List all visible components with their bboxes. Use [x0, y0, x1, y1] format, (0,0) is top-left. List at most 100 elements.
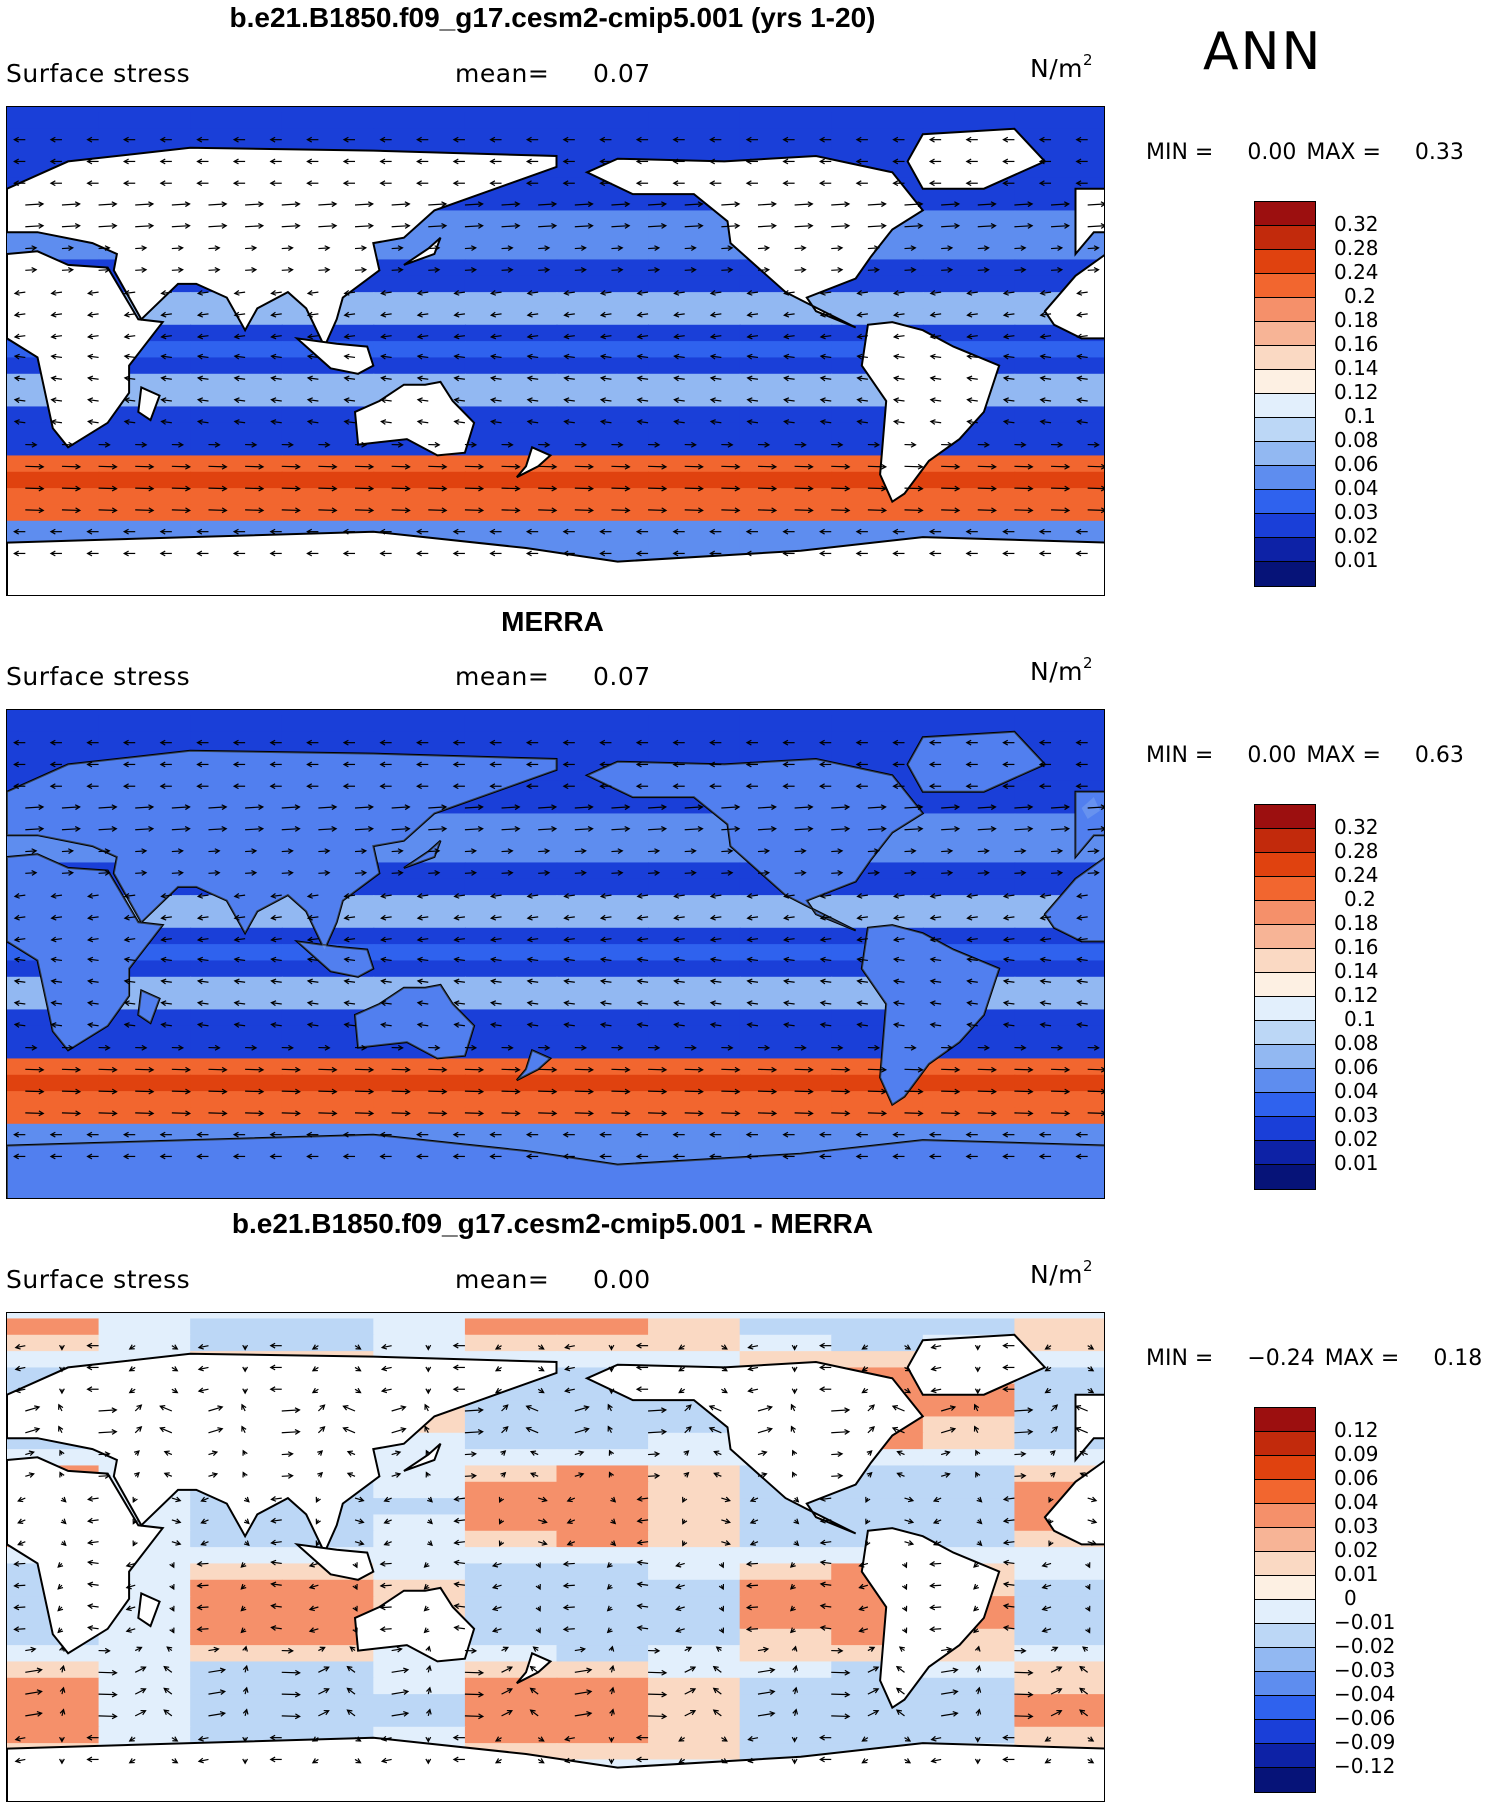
- wind-arrowhead: [727, 848, 734, 855]
- wind-arrowhead: [13, 158, 19, 165]
- wind-arrowhead: [160, 893, 167, 899]
- wind-arrowhead: [219, 1711, 227, 1717]
- wind-arrowhead: [87, 1022, 94, 1028]
- wind-arrow: [382, 1758, 392, 1762]
- wind-arrowhead: [635, 1734, 642, 1741]
- wind-arrow: [245, 1112, 264, 1115]
- wind-arrowhead: [294, 507, 301, 514]
- field-cell: [7, 128, 100, 147]
- wind-arrowhead: [423, 1605, 430, 1612]
- wind-arrow: [1077, 980, 1088, 983]
- wind-arrowhead: [892, 739, 899, 746]
- field-cell: [739, 1563, 833, 1581]
- wind-arrow: [1077, 335, 1088, 338]
- wind-arrowhead: [807, 804, 814, 811]
- wind-arrow: [1040, 335, 1052, 338]
- wind-arrowhead: [477, 804, 484, 811]
- wind-arrow: [710, 335, 722, 338]
- field-cell: [190, 1661, 283, 1679]
- wind-arrowhead: [901, 1605, 908, 1612]
- wind-arrowhead: [526, 893, 533, 899]
- wind-arrow: [271, 313, 282, 316]
- wind-arrow: [637, 420, 649, 424]
- wind-arrowhead: [196, 528, 203, 535]
- wind-arrowhead: [355, 1366, 362, 1372]
- wind-arrow: [784, 313, 795, 316]
- wind-arrowhead: [306, 353, 313, 360]
- wind-arrow: [747, 938, 759, 941]
- wind-arrow: [354, 828, 373, 831]
- wind-arrow: [674, 420, 685, 424]
- wind-arrowhead: [746, 311, 753, 318]
- wind-arrow: [567, 1519, 576, 1524]
- wind-arrowhead: [1027, 1066, 1034, 1073]
- wind-arrowhead: [724, 1540, 731, 1546]
- wind-arrowhead: [930, 1387, 937, 1394]
- wind-arrowhead: [379, 136, 386, 143]
- wind-arrow: [684, 247, 696, 250]
- field-cell: [648, 944, 741, 962]
- wind-arrowhead: [75, 485, 82, 492]
- wind-arrow: [163, 1666, 173, 1673]
- wind-arrowhead: [1041, 1583, 1048, 1590]
- wind-arrow: [161, 355, 172, 359]
- wind-arrowhead: [478, 1713, 485, 1720]
- wind-arrowhead: [709, 158, 716, 165]
- wind-arrowhead: [682, 1496, 688, 1504]
- wind-arrowhead: [807, 463, 814, 470]
- wind-arrow: [198, 355, 209, 359]
- wind-arrowhead: [727, 441, 734, 448]
- field-cell: [648, 1530, 741, 1549]
- wind-arrowhead: [270, 290, 277, 296]
- wind-arrow: [601, 1023, 612, 1027]
- wind-arrowhead: [892, 761, 899, 768]
- mean-label: mean=: [455, 662, 550, 691]
- wind-arrowhead: [470, 245, 477, 252]
- wind-arrow: [197, 1606, 209, 1609]
- field-cell: [1014, 1628, 1104, 1647]
- wind-arrowhead: [564, 1757, 571, 1764]
- field-cell: [464, 1107, 558, 1125]
- wind-arrowhead: [242, 1366, 249, 1373]
- wind-arrowhead: [361, 1044, 368, 1051]
- wind-arrowhead: [184, 804, 191, 811]
- wind-arrowhead: [331, 463, 338, 470]
- wind-arrowhead: [599, 739, 606, 746]
- wind-arrowhead: [673, 311, 680, 318]
- wind-arrowhead: [452, 1153, 459, 1160]
- field-cell: [98, 1694, 192, 1712]
- wind-arrow: [281, 1475, 293, 1477]
- wind-arrowhead: [141, 848, 148, 855]
- wind-arrow: [135, 1112, 154, 1115]
- wind-arrowhead: [86, 1756, 93, 1763]
- wind-arrow: [747, 1562, 759, 1565]
- wind-arrow: [15, 1737, 26, 1741]
- wind-arrowhead: [172, 1387, 179, 1394]
- field-cell: [648, 504, 741, 522]
- wind-arrowhead: [111, 507, 118, 514]
- wind-arrow: [88, 399, 99, 402]
- colorbar-tick-label: 0.02: [1334, 1127, 1379, 1151]
- wind-arrowhead: [507, 1044, 514, 1051]
- wind-arrow: [831, 872, 843, 874]
- wind-arrow: [897, 1451, 905, 1456]
- wind-arrowhead: [892, 375, 900, 382]
- wind-arrow: [343, 1405, 356, 1412]
- wind-arrowhead: [713, 1472, 720, 1478]
- wind-arrow: [1014, 203, 1033, 206]
- field-cell: [556, 488, 650, 506]
- wind-arrowhead: [975, 1471, 981, 1478]
- wind-arrow: [1042, 1584, 1052, 1589]
- wind-arrow: [747, 291, 759, 295]
- wind-arrowhead: [159, 550, 166, 557]
- wind-arrow: [198, 980, 209, 983]
- field-cell: [281, 1694, 375, 1712]
- wind-arrow: [710, 313, 722, 316]
- wind-arrowhead: [606, 1583, 613, 1590]
- wind-arrowhead: [453, 893, 460, 899]
- wind-arrowhead: [317, 1471, 324, 1478]
- wind-arrow: [271, 938, 282, 941]
- wind-arrow: [343, 1427, 356, 1434]
- units-base: N/m: [1030, 1260, 1083, 1289]
- wind-arrowhead: [221, 826, 228, 832]
